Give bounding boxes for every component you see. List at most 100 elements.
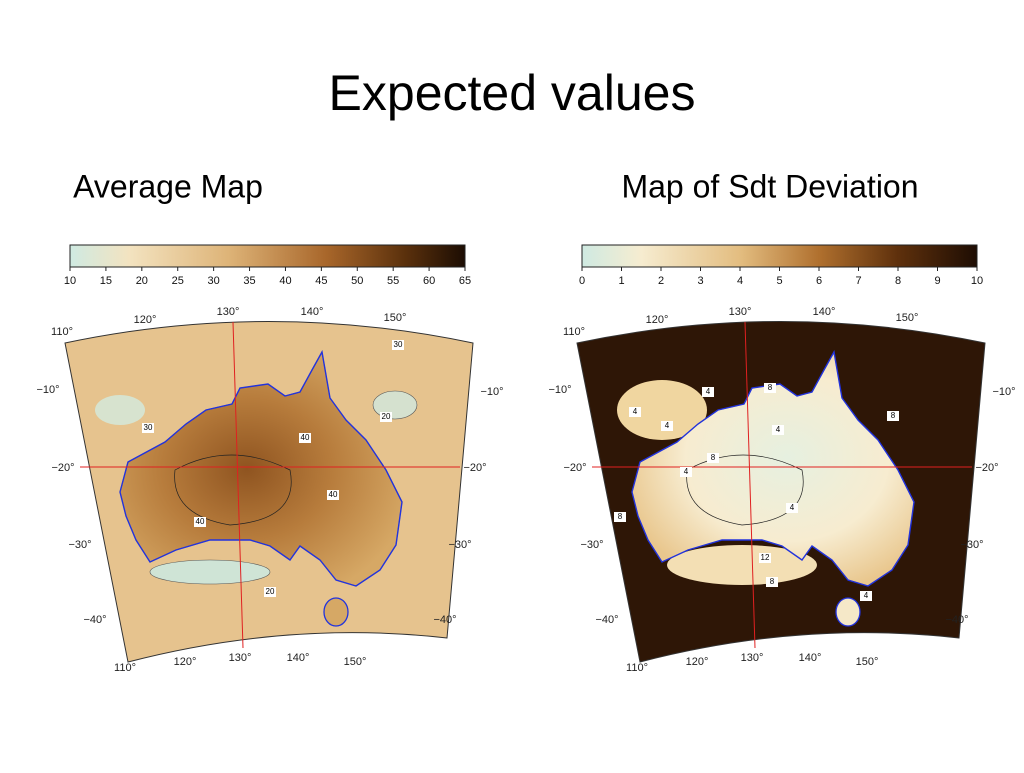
- tasmania: [835, 597, 861, 627]
- colorbar-tick-label: 4: [737, 275, 743, 287]
- graticule-label: 110°: [51, 326, 73, 338]
- graticule-label: 150°: [384, 312, 407, 324]
- map-panel: 10 15 20 25 30 35 40 45 50 55 60 65 110° 120° 130° 140°…: [36, 244, 504, 674]
- panel-heading: Average Map: [73, 168, 263, 204]
- graticule-label: −30°: [448, 539, 471, 551]
- colorbar-tick-label: 1: [618, 275, 624, 287]
- graticule-label: −40°: [83, 614, 106, 626]
- contour-label: 30: [394, 340, 403, 349]
- graticule-label: −40°: [945, 614, 968, 626]
- colorbar-tick-label: 15: [100, 275, 112, 287]
- graticule-label: 150°: [896, 312, 919, 324]
- colorbar-tick-label: 6: [816, 275, 822, 287]
- contour-label-box: [707, 453, 719, 463]
- graticule-label: −30°: [580, 539, 603, 551]
- contour-label: 30: [144, 423, 153, 432]
- contour-label: 8: [891, 411, 896, 420]
- colorbar-tick-label: 8: [895, 275, 901, 287]
- high-area: [667, 545, 817, 585]
- contour-label: 40: [329, 490, 338, 499]
- colorbar-tick-label: 40: [279, 275, 291, 287]
- contour-label-box: [194, 517, 206, 527]
- contour-label: 40: [301, 433, 310, 442]
- low-area: [372, 390, 418, 420]
- graticule-label: 110°: [114, 662, 136, 674]
- contour-label: 4: [706, 387, 711, 396]
- contour-label: 4: [864, 591, 869, 600]
- contour-label: 8: [770, 577, 775, 586]
- contour-label-box: [680, 467, 692, 477]
- colorbar-tick-label: 10: [971, 275, 983, 287]
- graticule-label: 140°: [813, 306, 836, 318]
- contour-label: 8: [711, 453, 716, 462]
- coastline: [119, 349, 403, 587]
- colorbar-tick-label: 10: [64, 275, 76, 287]
- graticule-label: −20°: [463, 462, 486, 474]
- contour-label-box: [759, 553, 771, 563]
- graticule-label: 130°: [741, 652, 764, 664]
- contour-label: 8: [768, 383, 773, 392]
- graticule-label: −10°: [992, 386, 1015, 398]
- contour-label: 4: [665, 421, 670, 430]
- graticule-label: −20°: [975, 462, 998, 474]
- panel-heading: Map of Sdt Deviation: [621, 168, 918, 204]
- graticule-label: 140°: [301, 306, 324, 318]
- low-area: [95, 395, 145, 425]
- colorbar-tick-label: 20: [136, 275, 148, 287]
- colorbar-tick-label: 9: [934, 275, 940, 287]
- contour-label-box: [142, 423, 154, 433]
- low-area: [149, 559, 271, 585]
- graticule-label: 110°: [626, 662, 648, 674]
- contour-label: 4: [633, 407, 638, 416]
- slide-title: Expected values: [329, 65, 696, 121]
- colorbar-tick-label: 3: [697, 275, 703, 287]
- graticule-label: 130°: [229, 652, 252, 664]
- coastline: [631, 349, 915, 587]
- graticule-label: −10°: [36, 384, 59, 396]
- contour-label-box: [702, 387, 714, 397]
- graticule-label: 120°: [134, 314, 157, 326]
- colorbar-tick-label: 45: [315, 275, 327, 287]
- contour-label-box: [772, 425, 784, 435]
- colorbar-tick-label: 60: [423, 275, 435, 287]
- colorbar-tick-label: 5: [776, 275, 782, 287]
- contour-label-box: [860, 591, 872, 601]
- graticule-label: 120°: [646, 314, 669, 326]
- graticule-label: 120°: [174, 656, 197, 668]
- graticule-label: 150°: [856, 656, 879, 668]
- contour-label: 8: [618, 512, 623, 521]
- contour-label-box: [629, 407, 641, 417]
- contour-label: 12: [761, 553, 770, 562]
- contour-label-box: [327, 490, 339, 500]
- contour: [174, 454, 292, 526]
- colorbar-tick-label: 35: [243, 275, 255, 287]
- colorbar-tick-label: 55: [387, 275, 399, 287]
- graticule-label: 150°: [344, 656, 367, 668]
- colorbar-tick-label: 0: [579, 275, 585, 287]
- contour-label-box: [614, 512, 626, 522]
- graticule-label: −10°: [548, 384, 571, 396]
- colorbar: [69, 244, 466, 268]
- contour-label: 4: [776, 425, 781, 434]
- contour-label-box: [392, 340, 404, 350]
- colorbar-tick-label: 2: [658, 275, 664, 287]
- graticule: [744, 321, 756, 649]
- graticule-label: −40°: [595, 614, 618, 626]
- contour-label-box: [766, 577, 778, 587]
- colorbar-tick-label: 50: [351, 275, 363, 287]
- graticule-label: 110°: [563, 326, 585, 338]
- colorbar: [581, 244, 978, 268]
- graticule-label: −10°: [480, 386, 503, 398]
- colorbar-tick-label: 7: [855, 275, 861, 287]
- tasmania: [323, 597, 349, 627]
- graticule-label: 140°: [799, 652, 822, 664]
- contour-label: 40: [196, 517, 205, 526]
- contour-label: 20: [382, 412, 391, 421]
- graticule-label: 130°: [217, 306, 240, 318]
- colorbar-tick-label: 65: [459, 275, 471, 287]
- contour-label-box: [887, 411, 899, 421]
- graticule-label: −30°: [960, 539, 983, 551]
- graticule-label: −40°: [433, 614, 456, 626]
- graticule: [232, 321, 244, 649]
